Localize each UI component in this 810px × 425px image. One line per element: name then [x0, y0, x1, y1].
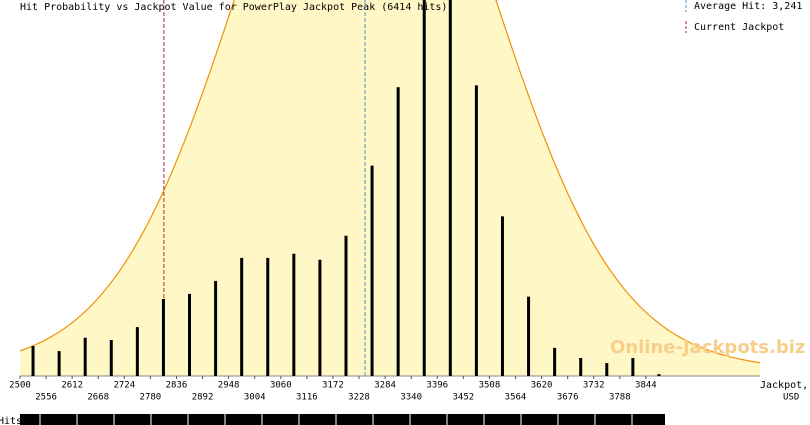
x-tick-label: 2948	[218, 381, 240, 391]
x-axis-label: Jackpot,	[760, 380, 808, 391]
x-tick-label: 3116	[296, 393, 318, 403]
chart-title: Hit Probability vs Jackpot Value for Pow…	[20, 2, 447, 13]
bar	[605, 363, 609, 376]
curve-layer	[19, 0, 761, 376]
bar	[109, 340, 113, 376]
bar	[292, 253, 296, 376]
x-tick-label: 2612	[61, 381, 83, 391]
x-tick-label: 3452	[453, 393, 475, 403]
bar	[83, 337, 87, 376]
bar	[553, 347, 557, 376]
x-tick-label: 3508	[479, 381, 501, 391]
bar	[422, 0, 426, 376]
x-tick-label: 3228	[348, 393, 370, 403]
curve	[19, 0, 761, 364]
bar	[135, 327, 139, 376]
x-tick-label: 3788	[609, 393, 631, 403]
bar	[500, 216, 504, 376]
bar	[214, 280, 218, 376]
x-axis-label: USD	[783, 393, 799, 403]
bar	[396, 87, 400, 376]
rug	[20, 414, 665, 425]
bar	[527, 296, 531, 376]
x-tick-label: 3060	[270, 381, 292, 391]
bar	[266, 257, 270, 376]
bar	[318, 259, 322, 376]
x-tick-label: 3676	[557, 393, 579, 403]
x-tick-label: 2724	[113, 381, 135, 391]
x-tick-label: 2668	[87, 393, 109, 403]
x-tick-label: 2780	[140, 393, 162, 403]
x-tick-label: 3732	[583, 381, 605, 391]
x-tick-label: 3396	[426, 381, 448, 391]
bar	[31, 346, 35, 376]
x-tick-label: 2500	[9, 381, 31, 391]
bar	[448, 0, 452, 376]
legend-label: Current Jackpot	[694, 22, 784, 33]
x-tick-label: 3844	[635, 381, 657, 391]
x-tick-label: 3564	[505, 393, 527, 403]
bar	[370, 165, 374, 376]
x-tick-label: 3620	[531, 381, 553, 391]
x-tick-label: 3284	[374, 381, 396, 391]
bar	[188, 293, 192, 376]
x-tick-label: 3172	[322, 381, 344, 391]
bar	[474, 85, 478, 376]
bar	[57, 351, 61, 376]
legend-label: Average Hit: 3,241	[694, 1, 802, 12]
x-tick-label: 3340	[400, 393, 422, 403]
bar	[579, 358, 583, 376]
curve-fill	[20, 0, 760, 376]
bar	[161, 298, 165, 376]
watermark: Online-Jackpots.biz	[610, 337, 805, 358]
bar	[240, 257, 244, 376]
bar	[344, 235, 348, 376]
y-axis-label: Hits	[0, 416, 22, 425]
x-tick-label: 2892	[192, 393, 214, 403]
x-tick-label: 2556	[35, 393, 57, 403]
bar	[657, 374, 661, 376]
x-tick-label: 3004	[244, 393, 266, 403]
x-tick-label: 2836	[166, 381, 188, 391]
bar	[631, 358, 635, 376]
